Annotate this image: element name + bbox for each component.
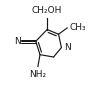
Text: NH₂: NH₂ — [29, 70, 46, 79]
Text: CH₃: CH₃ — [70, 23, 87, 32]
Text: CH₂OH: CH₂OH — [32, 6, 62, 15]
Text: N: N — [65, 43, 71, 52]
Text: N: N — [14, 37, 21, 46]
